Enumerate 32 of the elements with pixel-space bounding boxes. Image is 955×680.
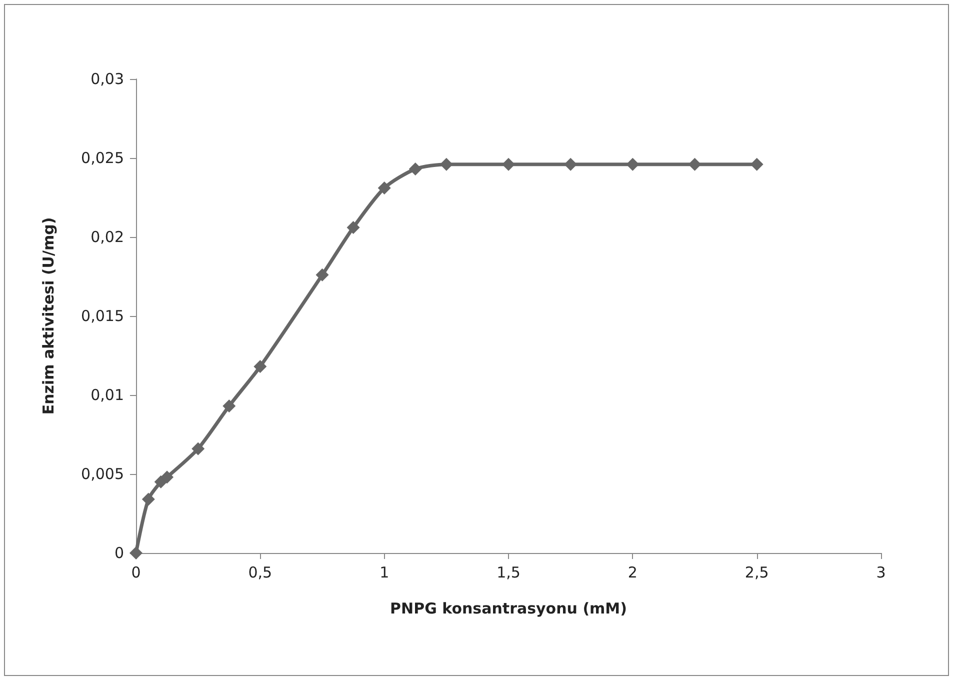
y-tick-label: 0,015 [81,307,124,325]
y-tick-label: 0,02 [90,228,124,246]
x-tick-label: 0 [131,564,141,582]
x-tick-label: 1 [380,564,390,582]
point [440,158,453,171]
x-tick-label: 0,5 [248,564,272,582]
point [160,470,174,484]
y-axis-title: Enzim aktivitesi (U/mg) [40,217,58,415]
point [688,158,702,171]
x-tick-label: 3 [876,564,886,582]
x-tick-label: 1,5 [496,564,520,582]
point [130,546,142,560]
y-tick-label: 0,005 [81,465,124,483]
point [378,182,391,195]
y-tick-label: 0,025 [81,149,124,167]
point [254,360,267,374]
y-tick-label: 0 [114,544,124,562]
point [222,400,236,413]
point [564,158,578,171]
point [346,221,360,234]
point [502,158,515,171]
x-tick-label: 2 [628,564,638,582]
point [626,158,640,171]
point [316,268,329,282]
x-axis-title: PNPG konsantrasyonu (mM) [390,600,627,618]
point [192,442,205,456]
x-tick-label: 2,5 [744,564,769,582]
point [408,162,422,176]
y-tick-label: 0,03 [90,70,124,88]
y-tick-label: 0,01 [90,386,124,404]
point [142,492,155,506]
point [750,158,764,171]
